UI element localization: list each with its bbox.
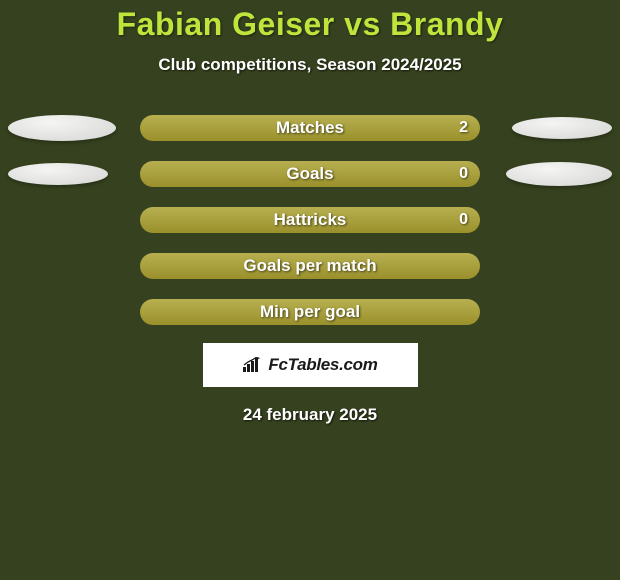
stat-row: Hattricks 0 (0, 207, 620, 233)
player-left-ellipse (8, 163, 108, 185)
stat-bar: Hattricks 0 (140, 207, 480, 233)
stat-label: Matches (276, 118, 344, 138)
stat-rows: Matches 2 Goals 0 Hattricks 0 Goals per match M… (0, 115, 620, 325)
logo-wrap: FcTables.com (0, 343, 620, 387)
fctables-logo[interactable]: FcTables.com (203, 343, 418, 387)
stat-label: Hattricks (274, 210, 347, 230)
player-left-ellipse (8, 115, 116, 141)
stat-row: Matches 2 (0, 115, 620, 141)
stat-label: Min per goal (260, 302, 360, 322)
stats-comparison-card: Fabian Geiser vs Brandy Club competition… (0, 0, 620, 580)
stat-label: Goals per match (243, 256, 376, 276)
subtitle: Club competitions, Season 2024/2025 (0, 55, 620, 75)
player-right-ellipse (506, 162, 612, 186)
stat-value: 0 (459, 165, 468, 183)
stat-row: Min per goal (0, 299, 620, 325)
stat-bar: Matches 2 (140, 115, 480, 141)
stat-label: Goals (286, 164, 333, 184)
stat-row: Goals per match (0, 253, 620, 279)
chart-icon (242, 357, 264, 373)
stat-value: 0 (459, 211, 468, 229)
date-label: 24 february 2025 (0, 405, 620, 425)
stat-bar: Min per goal (140, 299, 480, 325)
stat-value: 2 (459, 119, 468, 137)
page-title: Fabian Geiser vs Brandy (0, 6, 620, 43)
logo-text: FcTables.com (268, 355, 377, 375)
stat-row: Goals 0 (0, 161, 620, 187)
stat-bar: Goals 0 (140, 161, 480, 187)
player-right-ellipse (512, 117, 612, 139)
stat-bar: Goals per match (140, 253, 480, 279)
